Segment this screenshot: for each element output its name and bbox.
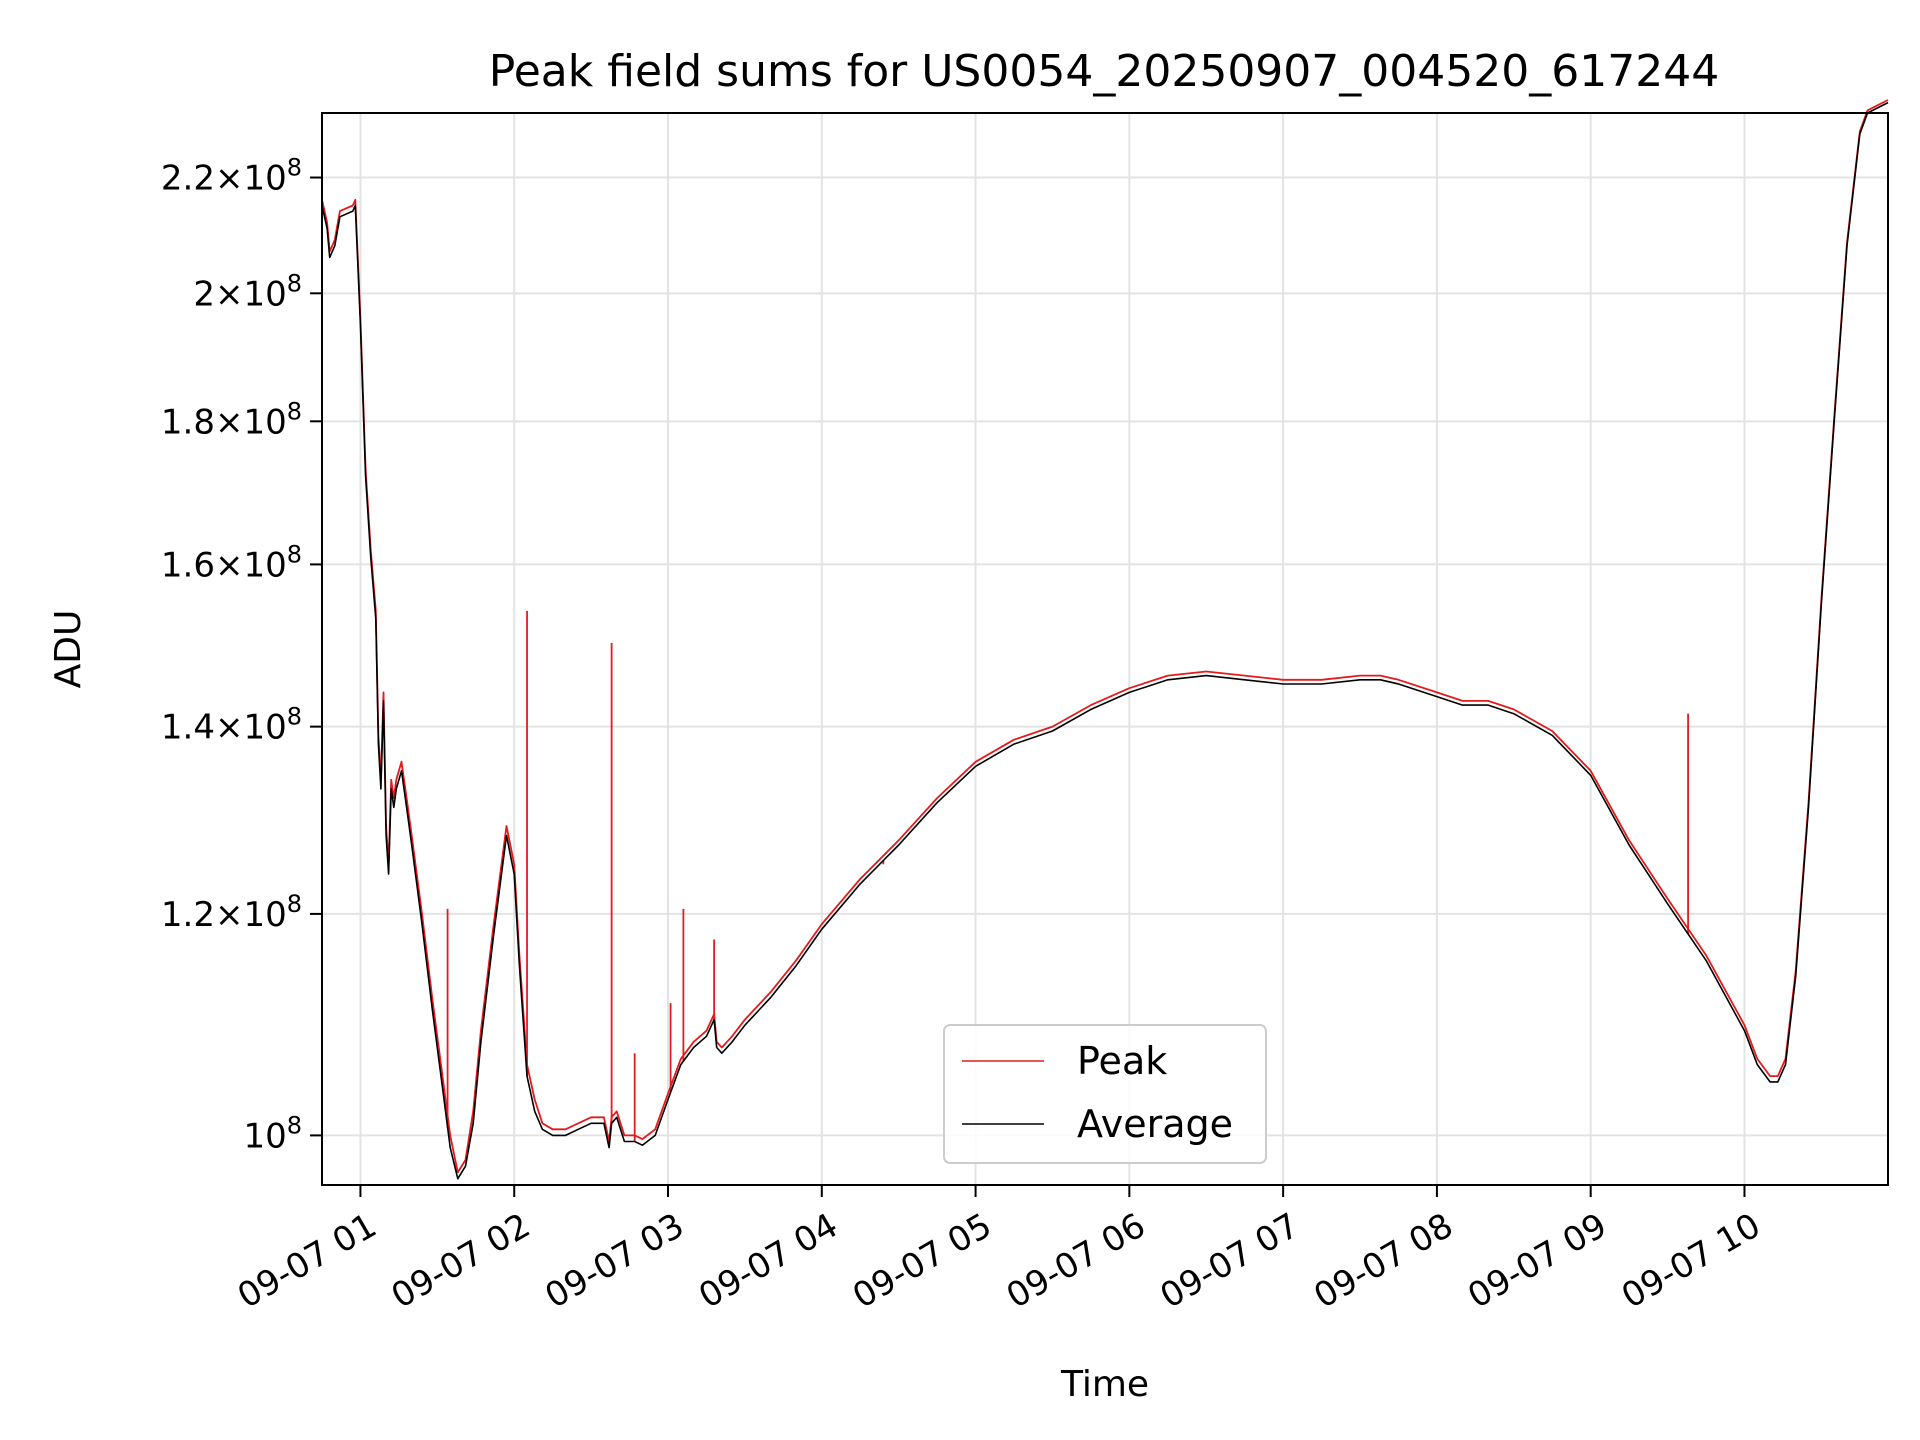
chart-title: Peak field sums for US0054_20250907_0045…: [489, 46, 1719, 97]
series-line-peak: [321, 99, 1889, 1174]
y-tick-label: 1.4×108: [161, 703, 302, 748]
legend-average-label: Average: [1077, 1102, 1233, 1146]
legend-peak-label: Peak: [1077, 1039, 1167, 1083]
plot-frame: [321, 112, 1889, 1186]
y-axis-title: ADU: [48, 610, 89, 689]
y-tick-label: 2×108: [193, 269, 302, 314]
y-tick-label: 1.2×108: [161, 890, 302, 935]
y-tick-label: 108: [243, 1111, 302, 1156]
legend: Peak Average: [943, 1024, 1267, 1164]
y-tick-label: 1.8×108: [161, 397, 302, 442]
y-axis: 108 1.2×108 1.4×108 1.6×108 1.8×108 2×108 2.2×…: [161, 154, 322, 1156]
y-tick-label: 2.2×108: [161, 154, 302, 199]
y-tick-label: 1.6×108: [161, 540, 302, 585]
x-axis-title: Time: [1060, 1364, 1149, 1405]
series-lines: [321, 99, 1889, 1180]
legend-box: [943, 1024, 1267, 1164]
series-line-average: [321, 101, 1889, 1180]
